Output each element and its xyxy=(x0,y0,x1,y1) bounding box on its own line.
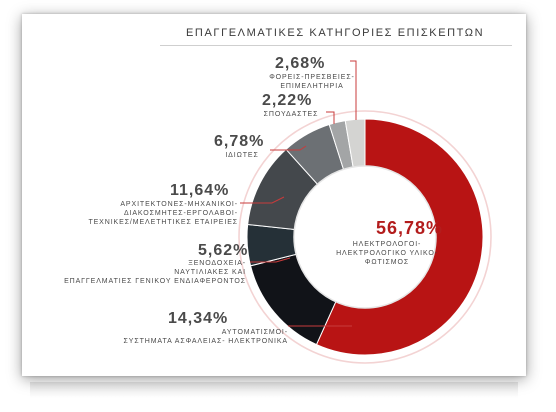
leader-line-6 xyxy=(350,60,357,120)
label-line: ΝΑΥΤΙΛΙΑΚΕΣ ΚΑΙ xyxy=(174,269,246,276)
label-line: ΣΥΣΤΗΜΑΤΑ ΑΣΦΑΛΕΙΑΣ- ΗΛΕΚΤΡΟΝΙΚΑ xyxy=(123,338,288,345)
slice-value-label: 2,68% xyxy=(275,55,326,72)
slice-category-label: ΗΛΕΚΤΡΟΛΟΓΟΙ- ΗΛΕΚΤΡΟΛΟΓΙΚΟ ΥΛΙΚΟ- ΦΩΤΙΣ… xyxy=(332,240,442,267)
slice-category-label: ΑΥΤΟΜΑΤΙΣΜΟΙ- ΣΥΣΤΗΜΑΤΑ ΑΣΦΑΛΕΙΑΣ- ΗΛΕΚΤ… xyxy=(60,328,288,346)
slice-value-label: 2,22% xyxy=(262,92,313,109)
label-line: ΣΠΟΥΔΑΣΤΕΣ xyxy=(263,111,319,118)
label-line: ΙΔΙΩΤΕΣ xyxy=(225,152,259,159)
leader-line-4 xyxy=(270,145,307,151)
leader-line-3 xyxy=(240,196,285,204)
label-line: ΑΡΧΙΤΕΚΤΟΝΕΣ-ΜΗΧΑΝΙΚΟΙ- xyxy=(120,201,238,208)
slice-category-label: ΑΡΧΙΤΕΚΤΟΝΕΣ-ΜΗΧΑΝΙΚΟΙ- ΔΙΑΚΟΣΜΗΤΕΣ-ΕΡΓΟ… xyxy=(78,200,238,227)
label-line: ΔΙΑΚΟΣΜΗΤΕΣ-ΕΡΓΟΛΑΒΟΙ- xyxy=(123,210,238,217)
card-reflection xyxy=(30,382,518,398)
label-line: ΗΛΕΚΤΡΟΛΟΓΙΚΟ ΥΛΙΚΟ- xyxy=(336,250,438,257)
label-line: ΦΟΡΕΙΣ-ΠΡΕΣΒΕΙΕΣ- xyxy=(269,74,355,81)
label-line: ΕΠΙΜΕΛΗΤΗΡΙΑ xyxy=(280,83,344,90)
label-line: ΕΠΑΓΓΕΛΜΑΤΙΕΣ ΓΕΝΙΚΟΥ ΕΝΔΙΑΦΕΡΟΝΤΟΣ xyxy=(64,278,246,285)
label-line: ΞΕΝΟΔΟΧΕΙΑ- xyxy=(188,260,246,267)
slice-category-label: ΦΟΡΕΙΣ-ΠΡΕΣΒΕΙΕΣ- ΕΠΙΜΕΛΗΤΗΡΙΑ xyxy=(258,73,366,91)
leader-line-2 xyxy=(250,257,291,263)
slice-value-label: 11,64% xyxy=(170,182,230,199)
donut-hole xyxy=(293,165,437,309)
slice-value-label: 6,78% xyxy=(214,133,265,150)
decorative-outer-ring xyxy=(238,110,492,364)
leader-line-5 xyxy=(326,111,335,124)
slice-category-label: ΣΠΟΥΔΑΣΤΕΣ xyxy=(256,110,326,119)
label-line: ΗΛΕΚΤΡΟΛΟΓΟΙ- xyxy=(352,241,422,248)
slice-category-label: ΞΕΝΟΔΟΧΕΙΑ- ΝΑΥΤΙΛΙΑΚΕΣ ΚΑΙ ΕΠΑΓΓΕΛΜΑΤΙΕ… xyxy=(40,259,246,286)
label-line: ΑΥΤΟΜΑΤΙΣΜΟΙ- xyxy=(221,329,288,336)
title-underline xyxy=(160,45,512,46)
chart-title: ΕΠΑΓΓΕΛΜΑΤΙΚΕΣ ΚΑΤΗΓΟΡΙΕΣ ΕΠΙΣΚΕΠΤΩΝ xyxy=(186,27,485,39)
slice-category-label: ΙΔΙΩΤΕΣ xyxy=(214,151,270,160)
leader-lines xyxy=(240,60,357,327)
slice-value-label: 5,62% xyxy=(198,242,249,259)
slice-value-label: 14,34% xyxy=(168,310,229,327)
label-line: ΤΕΧΝΙΚΕΣ/ΜΕΛΕΤΗΤΙΚΕΣ ΕΤΑΙΡΕΙΕΣ xyxy=(88,219,238,226)
label-line: ΦΩΤΙΣΜΟΣ xyxy=(364,259,410,266)
slice-value-label: 56,78% xyxy=(376,218,444,238)
